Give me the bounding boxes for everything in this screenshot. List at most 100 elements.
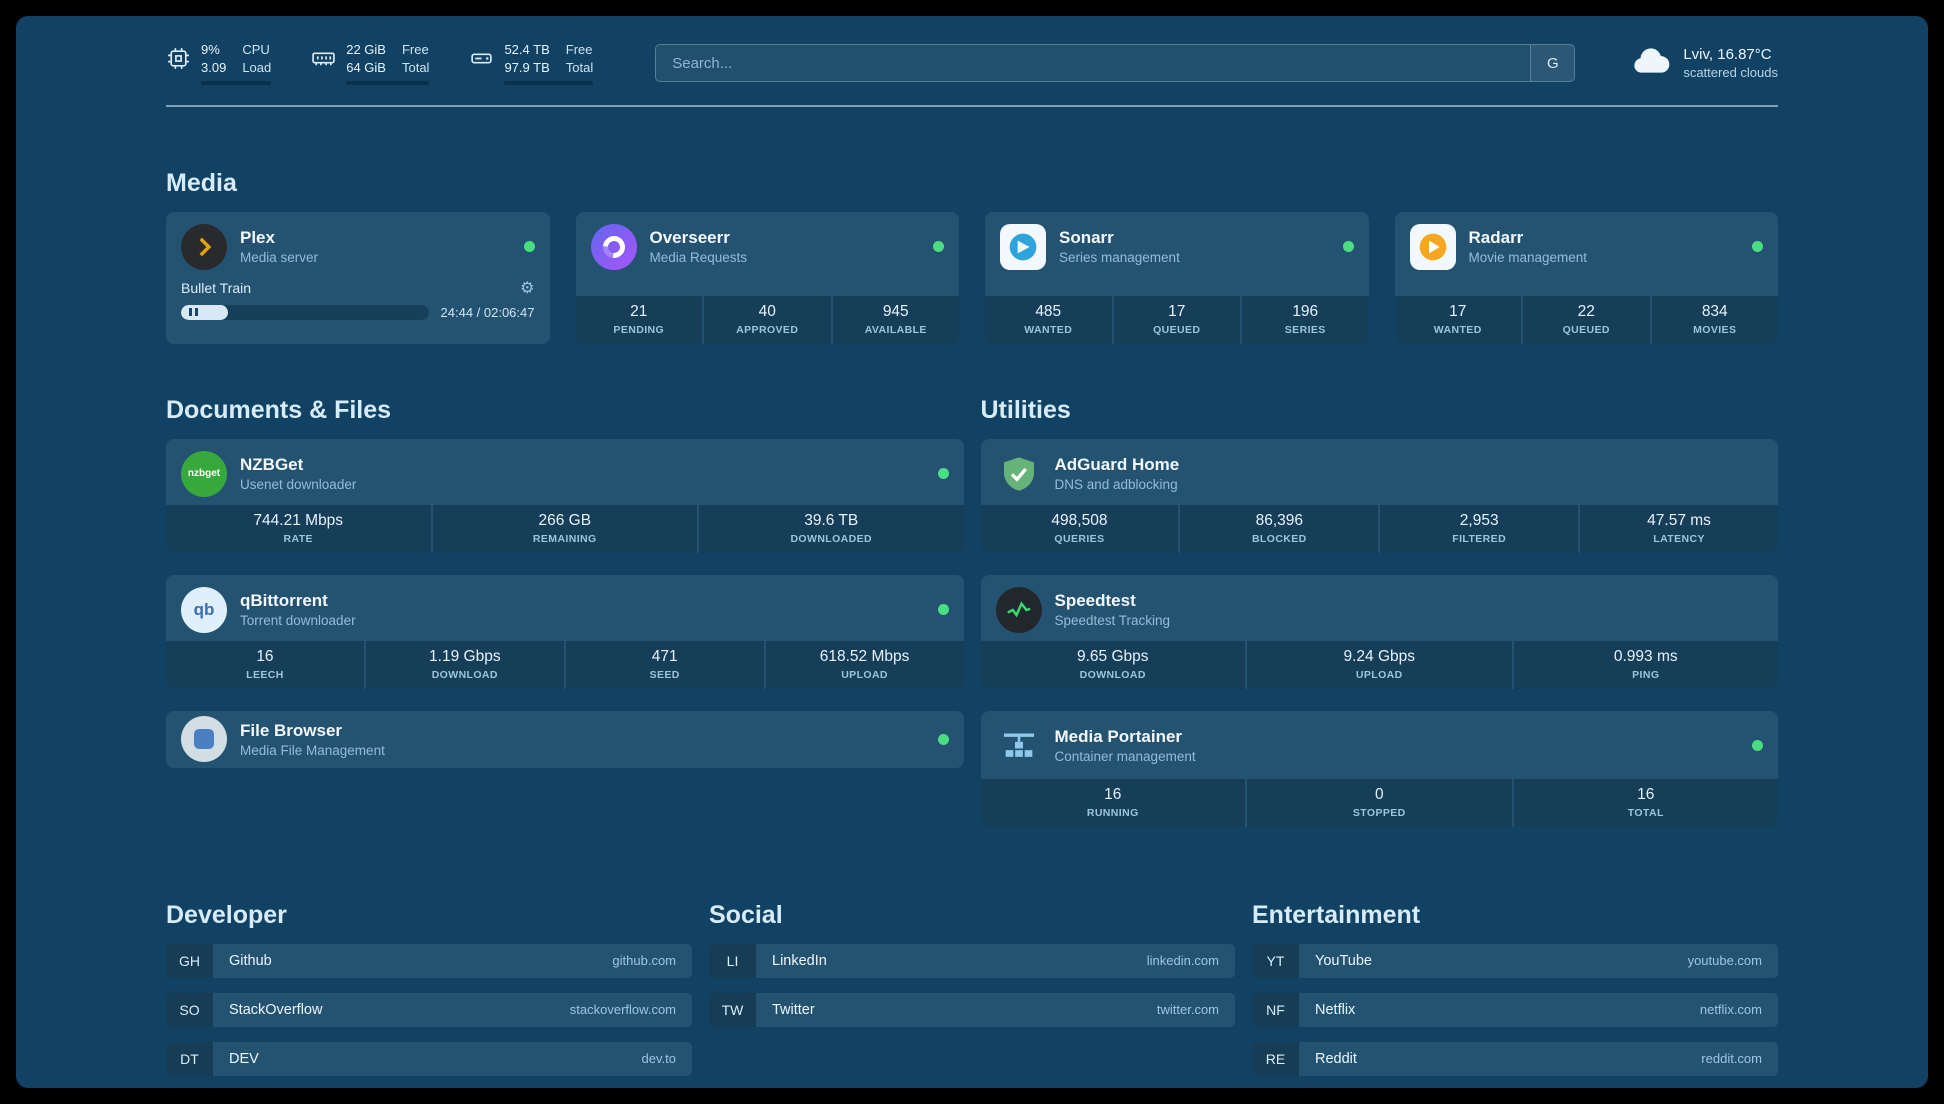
stat-value: 9.65 Gbps: [1076, 647, 1149, 665]
stat-label: RUNNING: [1086, 806, 1139, 819]
stats-row: 498,508 QUERIES 86,396 BLOCKED 2,953 FIL…: [980, 504, 1778, 553]
cpu-usage-value: 9%: [201, 42, 220, 57]
service-subtitle: Movie management: [1468, 250, 1588, 266]
bookmark-reddit[interactable]: RE Reddit reddit.com: [1252, 1041, 1778, 1076]
utilities-column: Utilities AdGuard Home DNS and adblockin…: [980, 396, 1779, 827]
card-speedtest[interactable]: Speedtest Speedtest Tracking 9.65 Gbps D…: [980, 574, 1778, 689]
bookmark-abbr: DT: [166, 1041, 213, 1076]
search-provider-button[interactable]: G: [1530, 45, 1575, 82]
bookmarks: Developer GH Github github.com SO StackO…: [166, 901, 1778, 1076]
service-name: Plex: [240, 228, 275, 248]
stat-box: 16 LEECH: [166, 640, 364, 689]
card-header: AdGuard Home DNS and adblocking: [981, 439, 1779, 503]
bookmark-youtube[interactable]: YT YouTube youtube.com: [1252, 943, 1778, 978]
stat-box: 0.993 ms PING: [1513, 640, 1778, 689]
stat-value: 744.21 Mbps: [253, 511, 344, 529]
card-header: Overseerr Media Requests: [576, 212, 960, 276]
card-radarr[interactable]: Radarr Movie management 17 WANTED 22 QUE…: [1394, 211, 1778, 344]
stat-label: FILTERED: [1452, 532, 1507, 545]
section-title-social: Social: [709, 900, 783, 929]
stat-box: 9.65 Gbps DOWNLOAD: [980, 640, 1245, 689]
radarr-icon: [1409, 223, 1456, 270]
section-title-documents: Documents & Files: [166, 395, 392, 424]
bookmark-netflix[interactable]: NF Netflix netflix.com: [1252, 992, 1778, 1027]
stat-box: 40 APPROVED: [704, 295, 831, 344]
now-playing-title: Bullet Train: [181, 279, 252, 296]
pause-icon[interactable]: [189, 308, 192, 317]
stats-row: 16 RUNNING 0 STOPPED 16 TOTAL: [980, 778, 1778, 827]
bookmark-abbr: NF: [1252, 992, 1299, 1027]
speedtest-icon: [995, 586, 1042, 633]
stat-box: 945 AVAILABLE: [832, 295, 959, 344]
bookmark-domain: netflix.com: [1699, 1002, 1762, 1018]
stat-label: RATE: [283, 532, 313, 545]
filebrowser-icon: [181, 716, 227, 763]
memory-label-top: Free: [401, 42, 429, 57]
stat-label: LATENCY: [1653, 532, 1705, 545]
bookmark-stackoverflow[interactable]: SO StackOverflow stackoverflow.com: [166, 992, 692, 1027]
stat-value: 39.6 TB: [804, 511, 859, 529]
stat-value: 834: [1701, 302, 1728, 320]
stat-label: STOPPED: [1352, 806, 1406, 819]
columns: Documents & Files nzbget NZBGet Usenet d…: [166, 396, 1778, 827]
stat-value: 9.24 Gbps: [1343, 647, 1416, 665]
bookmark-name: Reddit: [1315, 1050, 1357, 1067]
service-subtitle: Torrent downloader: [240, 613, 356, 629]
weather-widget: Lviv, 16.87°C scattered clouds: [1631, 46, 1778, 81]
plex-now-playing: Bullet Train ⚙ 24:44 / 02:06:47: [166, 276, 550, 330]
stat-label: AVAILABLE: [864, 323, 927, 336]
adguard-icon: [996, 451, 1042, 497]
search-input[interactable]: [656, 45, 1531, 82]
bookmark-name: Github: [229, 952, 272, 969]
stat-value: 16: [1637, 785, 1655, 803]
stat-label: UPLOAD: [1355, 668, 1403, 681]
bookmark-name: LinkedIn: [772, 952, 827, 969]
content-container: 9% CPU 3.09 Load 22 GiB Free 64 Gi: [166, 16, 1778, 1076]
overseerr-icon: [590, 223, 637, 270]
bookmark-domain: linkedin.com: [1146, 953, 1219, 969]
bookmark-dev[interactable]: DT DEV dev.to: [166, 1041, 692, 1076]
bookmark-linkedin[interactable]: LI LinkedIn linkedin.com: [709, 943, 1235, 978]
stats-row: 16 LEECH 1.19 Gbps DOWNLOAD 471 SEED 6: [166, 640, 964, 689]
card-qbittorrent[interactable]: qb qBittorrent Torrent downloader 16 LEE…: [166, 574, 964, 689]
stat-box: 17 QUEUED: [1113, 295, 1240, 344]
stat-value: 21: [630, 302, 648, 320]
stat-box: 86,396 BLOCKED: [1180, 504, 1379, 553]
stat-label: DOWNLOAD: [431, 668, 498, 681]
playback-progress[interactable]: [181, 304, 429, 320]
service-subtitle: Media Requests: [649, 250, 748, 266]
card-filebrowser[interactable]: File Browser Media File Management: [166, 710, 964, 768]
service-name: qBittorrent: [240, 591, 328, 611]
card-nzbget[interactable]: nzbget NZBGet Usenet downloader 744.21 M…: [166, 438, 964, 553]
stat-box: 471 SEED: [565, 640, 764, 689]
cpu-load-value: 3.09: [201, 59, 227, 75]
cloud-icon: [1631, 46, 1671, 81]
disk-widget: 52.4 TB Free 97.9 TB Total: [469, 42, 594, 85]
bookmark-domain: twitter.com: [1156, 1002, 1219, 1018]
card-sonarr[interactable]: Sonarr Series management 485 WANTED 17 Q…: [985, 211, 1369, 344]
settings-gear-icon[interactable]: ⚙: [520, 279, 535, 297]
topbar-divider: [166, 104, 1778, 107]
stat-value: 2,953: [1459, 511, 1499, 529]
bookmark-group-social: Social LI LinkedIn linkedin.com TW Twitt…: [709, 901, 1235, 1076]
stat-value: 196: [1292, 302, 1319, 320]
service-name: NZBGet: [240, 455, 304, 475]
disk-label-bottom: Total: [565, 59, 594, 75]
stat-box: 834 MOVIES: [1651, 295, 1778, 344]
bookmark-abbr: YT: [1252, 943, 1299, 978]
stat-label: TOTAL: [1627, 806, 1664, 819]
card-portainer[interactable]: Media Portainer Container management 16 …: [980, 710, 1778, 827]
card-adguard[interactable]: AdGuard Home DNS and adblocking 498,508 …: [980, 438, 1779, 553]
bookmark-name: Netflix: [1315, 1001, 1356, 1018]
card-plex[interactable]: Plex Media server Bullet Train ⚙ 24:44: [166, 211, 550, 344]
weather-condition: scattered clouds: [1683, 65, 1778, 81]
card-overseerr[interactable]: Overseerr Media Requests 21 PENDING 40 A…: [575, 211, 960, 344]
disk-label-top: Free: [565, 42, 593, 57]
section-title-entertainment: Entertainment: [1252, 900, 1421, 929]
bookmark-abbr: GH: [166, 943, 213, 978]
stat-label: DOWNLOADED: [790, 532, 873, 545]
portainer-icon: [996, 723, 1042, 769]
bookmark-twitter[interactable]: TW Twitter twitter.com: [709, 992, 1235, 1027]
stats-row: 485 WANTED 17 QUEUED 196 SERIES: [985, 295, 1369, 344]
bookmark-github[interactable]: GH Github github.com: [166, 943, 692, 978]
